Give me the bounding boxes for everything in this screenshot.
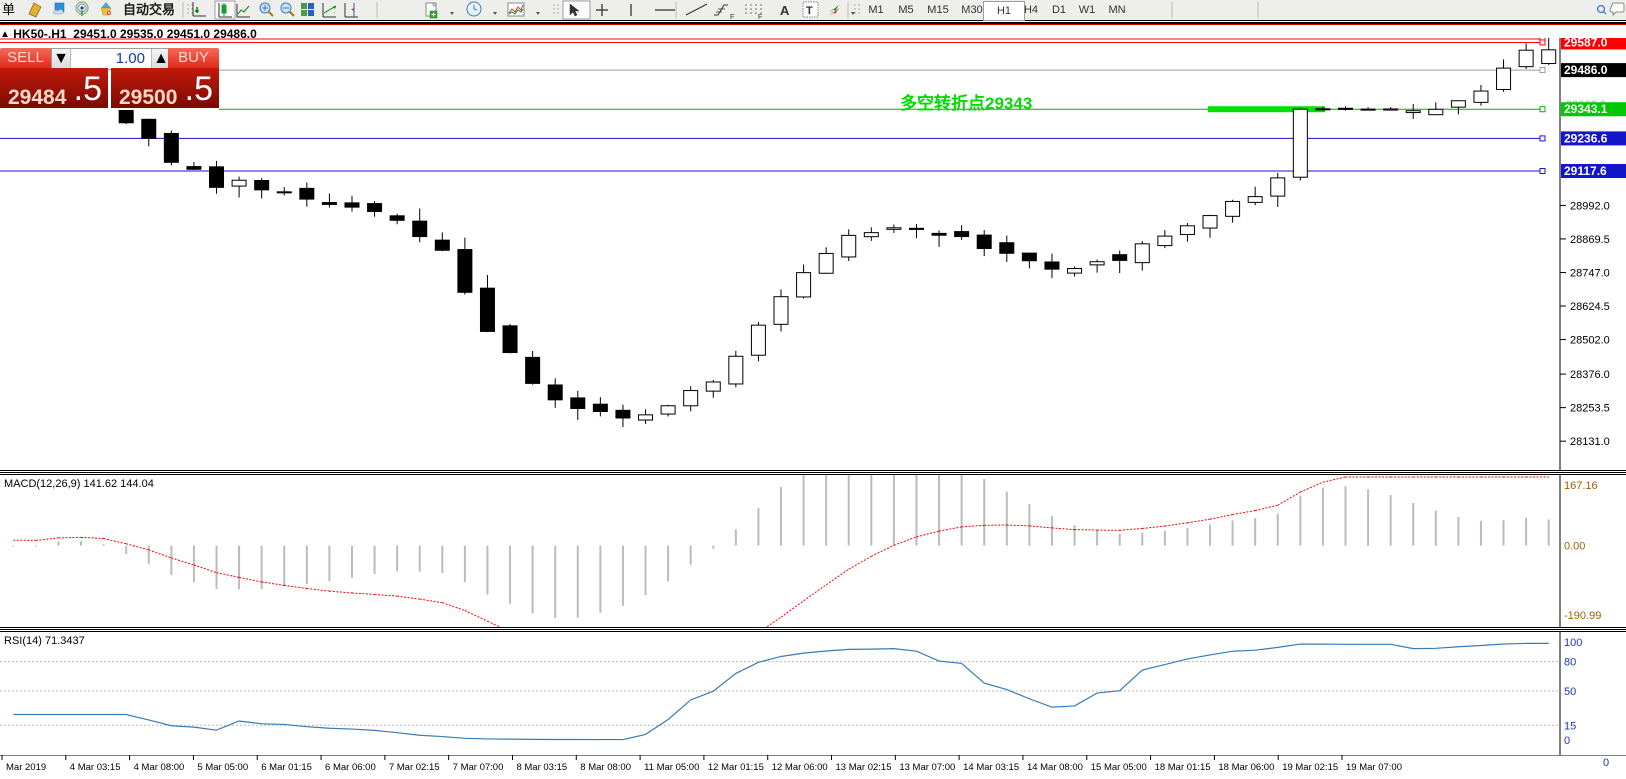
svg-text:12 Mar 06:00: 12 Mar 06:00 <box>772 762 828 773</box>
svg-text:11 Mar 05:00: 11 Mar 05:00 <box>644 762 699 773</box>
svg-text:6 Mar 06:00: 6 Mar 06:00 <box>325 762 376 773</box>
svg-text:13 Mar 02:15: 13 Mar 02:15 <box>836 762 892 773</box>
svg-text:28747.0: 28747.0 <box>1570 267 1610 279</box>
svg-text:7 Mar 07:00: 7 Mar 07:00 <box>453 762 504 773</box>
svg-text:19 Mar 07:00: 19 Mar 07:00 <box>1346 762 1402 773</box>
svg-text:29236.6: 29236.6 <box>1564 131 1608 145</box>
svg-text:13 Mar 07:00: 13 Mar 07:00 <box>899 762 955 773</box>
svg-text:4 Mar 03:15: 4 Mar 03:15 <box>70 762 121 773</box>
svg-text:0: 0 <box>1603 757 1609 769</box>
svg-text:RSI(14) 71.3437: RSI(14) 71.3437 <box>4 635 85 647</box>
svg-text:多空转折点29343: 多空转折点29343 <box>900 93 1032 113</box>
svg-text:28992.0: 28992.0 <box>1570 200 1610 212</box>
svg-text:-190.99: -190.99 <box>1564 610 1601 622</box>
svg-text:6 Mar 01:15: 6 Mar 01:15 <box>261 762 312 773</box>
svg-text:14 Mar 08:00: 14 Mar 08:00 <box>1027 762 1083 773</box>
svg-text:15: 15 <box>1564 720 1576 732</box>
svg-text:28869.5: 28869.5 <box>1570 234 1610 246</box>
svg-text:29486.0: 29486.0 <box>1564 63 1608 77</box>
svg-text:28624.5: 28624.5 <box>1570 301 1610 313</box>
svg-text:28253.5: 28253.5 <box>1570 403 1610 415</box>
svg-text:18 Mar 06:00: 18 Mar 06:00 <box>1218 762 1274 773</box>
svg-text:29117.6: 29117.6 <box>1564 164 1607 178</box>
svg-text:0: 0 <box>1564 735 1570 747</box>
svg-text:28376.0: 28376.0 <box>1570 369 1610 381</box>
svg-text:28131.0: 28131.0 <box>1570 436 1610 448</box>
svg-text:80: 80 <box>1564 657 1576 669</box>
svg-text:167.16: 167.16 <box>1564 480 1598 492</box>
svg-text:0.00: 0.00 <box>1564 541 1585 553</box>
svg-text:5 Mar 05:00: 5 Mar 05:00 <box>197 762 248 773</box>
svg-text:18 Mar 01:15: 18 Mar 01:15 <box>1155 762 1211 773</box>
svg-text:7 Mar 02:15: 7 Mar 02:15 <box>389 762 440 773</box>
svg-text:100: 100 <box>1564 637 1582 649</box>
svg-text:4 Mar 08:00: 4 Mar 08:00 <box>134 762 185 773</box>
svg-text:12 Mar 01:15: 12 Mar 01:15 <box>708 762 764 773</box>
svg-text:MACD(12,26,9) 141.62 144.04: MACD(12,26,9) 141.62 144.04 <box>4 478 154 490</box>
svg-text:29343.1: 29343.1 <box>1564 102 1608 116</box>
svg-text:29587.0: 29587.0 <box>1564 38 1608 49</box>
svg-text:8 Mar 03:15: 8 Mar 03:15 <box>516 762 567 773</box>
svg-text:19 Mar 02:15: 19 Mar 02:15 <box>1282 762 1338 773</box>
svg-text:15 Mar 05:00: 15 Mar 05:00 <box>1091 762 1147 773</box>
svg-text:Mar 2019: Mar 2019 <box>6 762 46 773</box>
svg-text:28502.0: 28502.0 <box>1570 335 1610 347</box>
svg-text:14 Mar 03:15: 14 Mar 03:15 <box>963 762 1019 773</box>
svg-text:50: 50 <box>1564 686 1576 698</box>
svg-text:8 Mar 08:00: 8 Mar 08:00 <box>580 762 631 773</box>
